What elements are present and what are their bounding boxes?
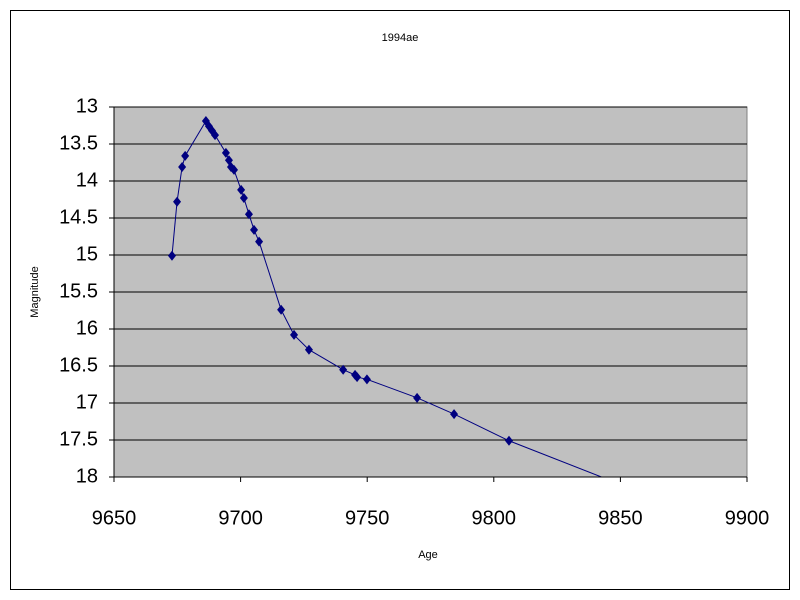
data-point <box>290 329 299 340</box>
data-point <box>239 193 248 204</box>
ticks: 13 13.5 14 14.5 15 15.5 16 16.5 17 17.5 18 9650 9700… <box>59 95 769 529</box>
data-point <box>221 147 230 158</box>
x-tick-label: 9750 <box>345 507 390 529</box>
data-point <box>173 196 182 207</box>
y-tick-label: 17 <box>76 391 98 413</box>
x-tick-label: 9650 <box>92 507 137 529</box>
data-point <box>277 304 286 315</box>
y-tick-label: 14.5 <box>59 206 98 228</box>
data-point <box>450 409 459 420</box>
y-tick-label: 18 <box>76 465 98 487</box>
x-tick-label: 9850 <box>598 507 643 529</box>
x-tick-label: 9700 <box>218 507 263 529</box>
y-tick-label: 13 <box>76 95 98 117</box>
y-tick-label: 16.5 <box>59 354 98 376</box>
y-tick-label: 15.5 <box>59 280 98 302</box>
plot <box>167 116 603 477</box>
chart-title: 1994ae <box>382 32 419 44</box>
y-tick-label: 16 <box>76 317 98 339</box>
data-point <box>362 374 371 385</box>
y-tick-label: 17.5 <box>59 428 98 450</box>
data-point <box>244 209 253 220</box>
data-point <box>230 164 239 175</box>
data-point <box>339 364 348 375</box>
data-point <box>181 150 190 161</box>
data-point <box>250 224 259 235</box>
data-point <box>211 130 220 141</box>
y-tick-label: 14 <box>76 169 98 191</box>
data-point <box>167 250 176 261</box>
data-point <box>237 184 246 195</box>
data-point <box>304 344 313 355</box>
data-point <box>178 161 187 172</box>
grid <box>114 106 747 478</box>
data-point <box>255 236 264 247</box>
y-tick-label: 13.5 <box>59 132 98 154</box>
x-axis-label: Age <box>418 549 438 561</box>
x-tick-label: 9900 <box>725 507 770 529</box>
y-tick-label: 15 <box>76 243 98 265</box>
x-tick-label: 9800 <box>472 507 517 529</box>
data-point <box>353 372 362 383</box>
data-point <box>413 392 422 403</box>
data-point <box>204 121 213 132</box>
data-point <box>504 435 513 446</box>
y-axis-label: Magnitude <box>29 266 41 317</box>
